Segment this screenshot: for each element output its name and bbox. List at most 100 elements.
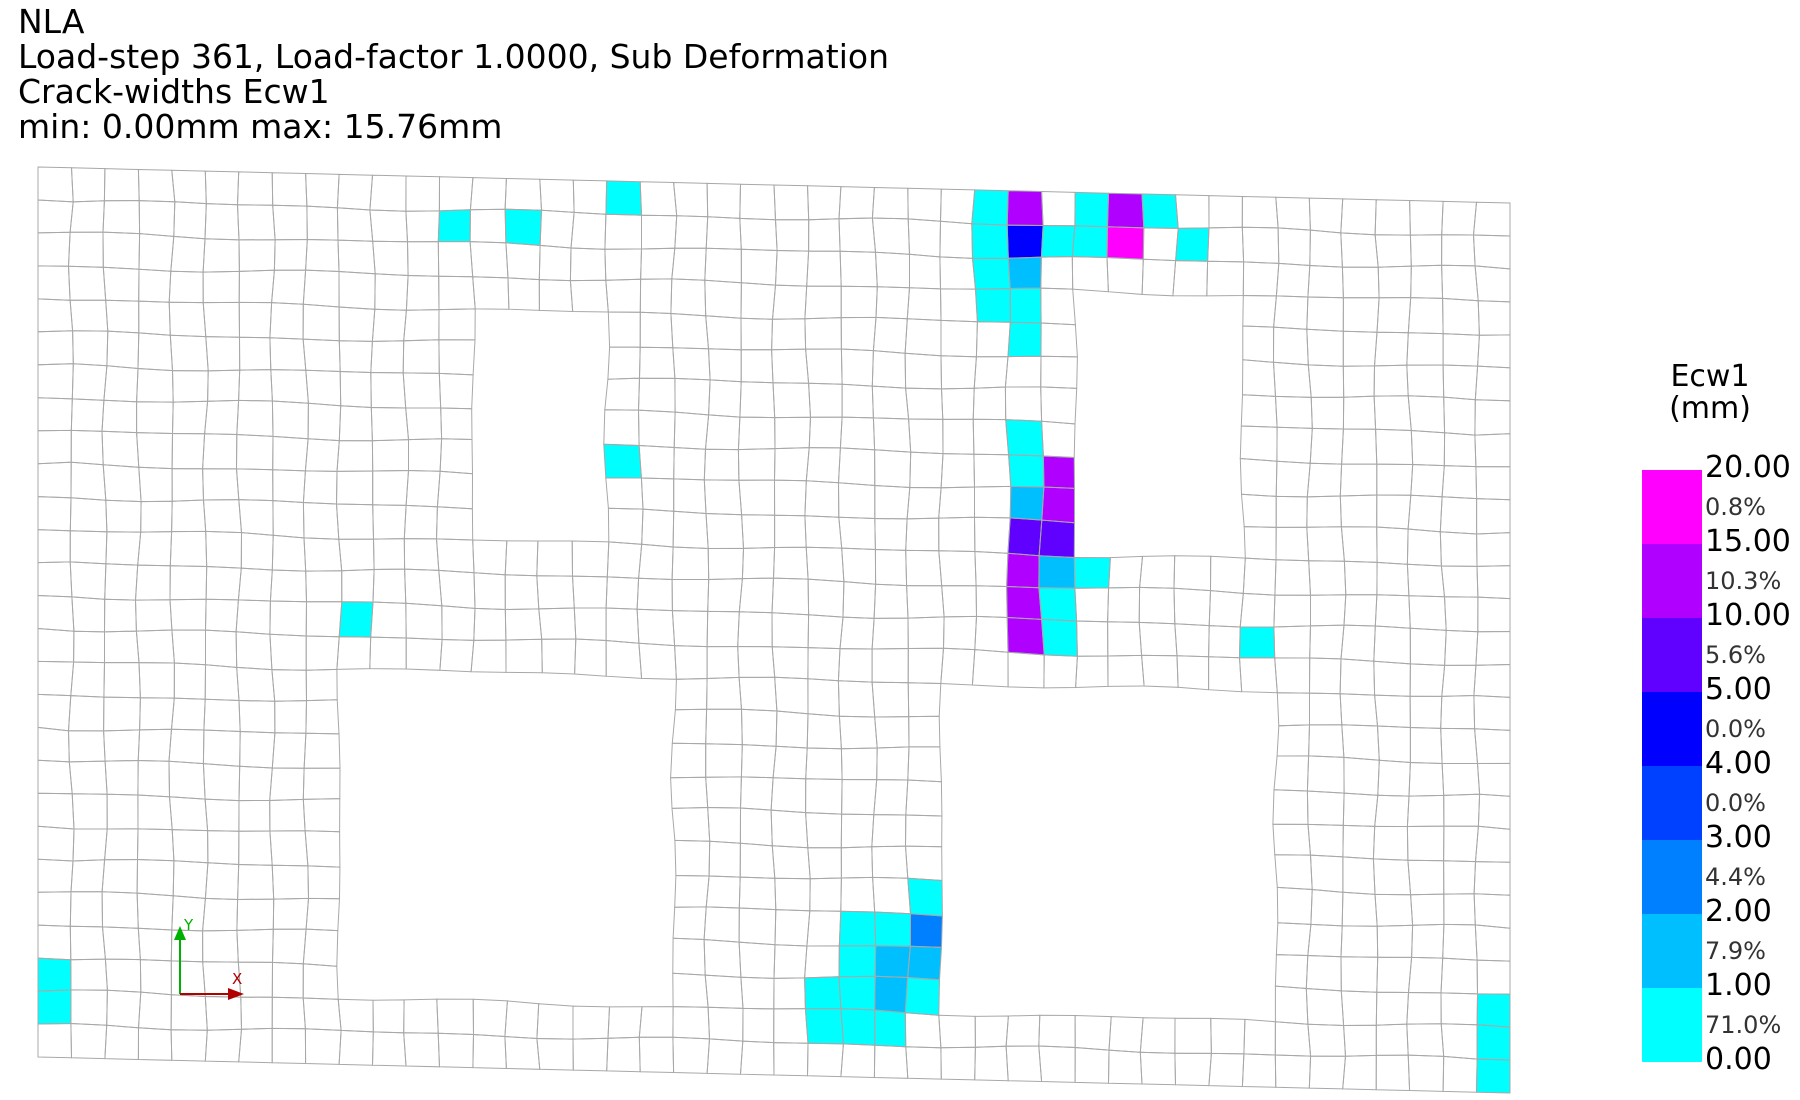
mesh-element xyxy=(235,599,271,635)
mesh-element xyxy=(740,708,778,747)
legend-percent: 10.3% xyxy=(1705,567,1782,595)
mesh-element xyxy=(238,239,276,272)
mesh-element xyxy=(840,285,878,319)
mesh-element xyxy=(1408,595,1447,631)
mesh-element xyxy=(1474,365,1511,402)
mesh-element xyxy=(938,1014,976,1049)
legend-percent: 0.8% xyxy=(1705,493,1766,521)
mesh-element xyxy=(974,615,1009,653)
mesh-element xyxy=(237,961,274,998)
mesh-element xyxy=(1141,654,1179,688)
mesh-element xyxy=(504,177,543,211)
cracked-element-cell xyxy=(1477,1024,1510,1060)
mesh-element xyxy=(573,607,607,642)
mesh-element xyxy=(202,270,240,304)
mesh-element xyxy=(1074,587,1110,623)
mesh-element xyxy=(1340,956,1379,993)
mesh-element xyxy=(706,645,740,680)
cracked-element-cell xyxy=(874,1010,906,1047)
cracked-element-cell xyxy=(1007,617,1045,655)
mesh-element xyxy=(338,340,373,374)
mesh-element xyxy=(1040,355,1078,389)
mesh-element xyxy=(136,432,174,470)
mesh-element xyxy=(1377,265,1412,299)
mesh-element xyxy=(1406,825,1445,862)
mesh-element xyxy=(405,407,443,441)
mesh-element xyxy=(738,676,778,712)
mesh-element xyxy=(1242,261,1280,297)
mesh-element xyxy=(371,1031,407,1067)
mesh-element xyxy=(236,399,274,437)
mesh-element xyxy=(235,631,273,671)
mesh-element xyxy=(70,989,108,1026)
mesh-element xyxy=(741,514,776,549)
mesh-element xyxy=(1409,695,1443,729)
mesh-element xyxy=(236,204,276,241)
mesh-element xyxy=(405,210,440,243)
mesh-element xyxy=(172,860,209,899)
mesh-element xyxy=(1040,256,1074,290)
mesh-element xyxy=(238,301,273,339)
mesh-element xyxy=(705,315,742,351)
mesh-element xyxy=(1441,465,1478,500)
mesh-element xyxy=(405,602,443,641)
mesh-element xyxy=(774,514,807,549)
mesh-element xyxy=(603,409,640,447)
mesh-element xyxy=(1376,924,1414,958)
mesh-element xyxy=(907,218,942,258)
mesh-element xyxy=(1439,496,1478,535)
mesh-element xyxy=(1276,886,1313,925)
mesh-element xyxy=(605,278,642,313)
mesh-element xyxy=(539,209,575,249)
mesh-element xyxy=(202,763,241,802)
mesh-element xyxy=(1242,557,1277,596)
mesh-element xyxy=(1441,264,1479,302)
mesh-element xyxy=(304,438,340,472)
mesh-element xyxy=(1273,755,1310,792)
mesh-element xyxy=(771,646,809,680)
mesh-element xyxy=(1376,494,1412,530)
mesh-element xyxy=(1208,625,1241,659)
mesh-element xyxy=(806,713,842,750)
mesh-element xyxy=(1375,428,1414,466)
mesh-element xyxy=(408,438,443,472)
mesh-element xyxy=(939,188,976,225)
mesh-element xyxy=(703,479,743,516)
mesh-element xyxy=(104,958,142,993)
mesh-element xyxy=(405,469,441,508)
mesh-element xyxy=(302,303,340,342)
mesh-element xyxy=(1239,457,1278,497)
mesh-element xyxy=(302,501,340,540)
mesh-element xyxy=(909,253,942,290)
mesh-element xyxy=(639,181,678,217)
mesh-element xyxy=(1173,587,1212,627)
mesh-element xyxy=(69,530,108,565)
mesh-element xyxy=(1409,627,1447,666)
mesh-element xyxy=(772,745,808,780)
mesh-element xyxy=(204,170,240,206)
analysis-name: NLA xyxy=(18,2,85,41)
mesh-element xyxy=(741,546,776,580)
mesh-element xyxy=(204,862,240,901)
mesh-element xyxy=(207,369,241,402)
mesh-element xyxy=(472,539,508,576)
mesh-element xyxy=(305,699,340,735)
mesh-element xyxy=(806,250,842,287)
legend-value: 3.00 xyxy=(1705,820,1772,855)
mesh-element xyxy=(1377,759,1411,797)
mesh-element xyxy=(472,998,508,1038)
mesh-element xyxy=(838,217,877,253)
mesh-element xyxy=(1209,555,1246,594)
cracked-element-cell xyxy=(910,913,943,948)
mesh-element xyxy=(105,531,142,566)
mesh-element xyxy=(37,825,75,862)
mesh-element xyxy=(1275,460,1311,498)
cracked-element-cell xyxy=(1007,190,1044,226)
mesh-element xyxy=(607,507,644,545)
mesh-element xyxy=(1476,959,1511,995)
mesh-element xyxy=(606,541,643,579)
mesh-element xyxy=(1477,596,1511,633)
cracked-element-cell xyxy=(804,976,841,1009)
mesh-element xyxy=(1406,991,1442,1025)
mesh-element xyxy=(572,1037,609,1072)
